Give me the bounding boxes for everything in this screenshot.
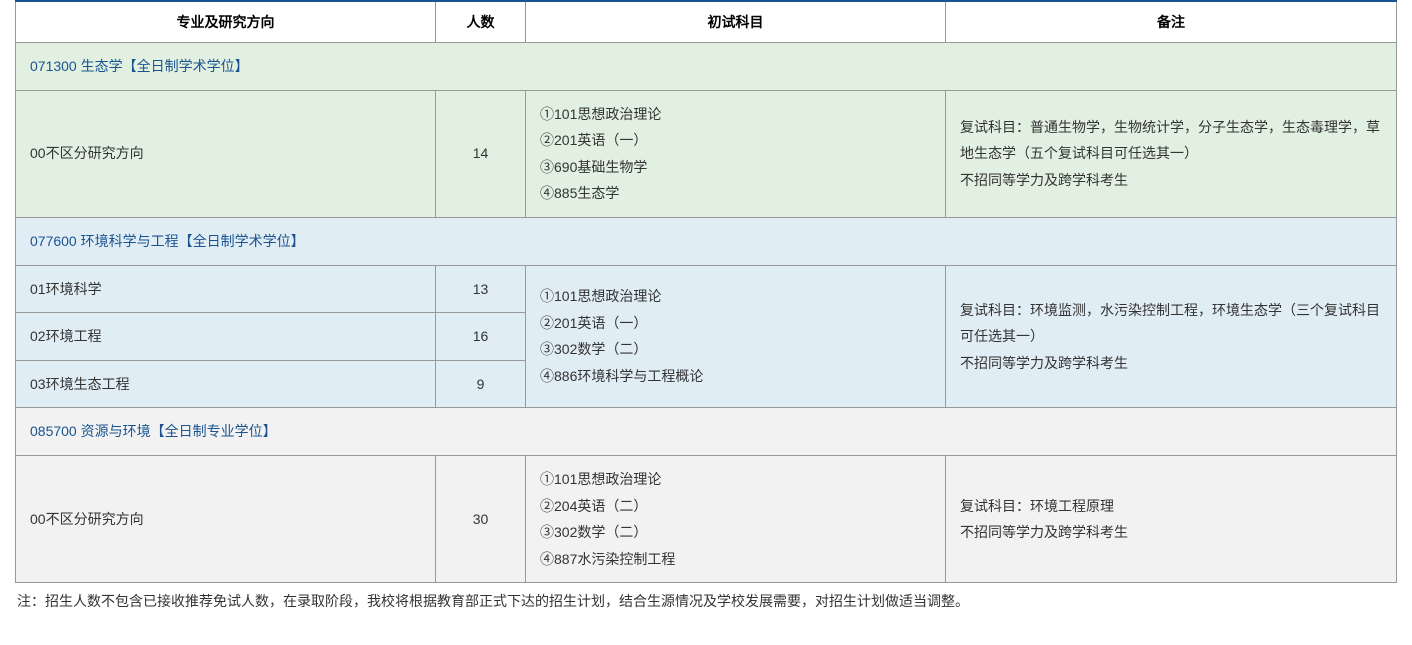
table-row: 00不区分研究方向 14 ①101思想政治理论②201英语（一）③690基础生物… — [16, 90, 1397, 217]
major-cell: 00不区分研究方向 — [16, 455, 436, 582]
header-subject: 初试科目 — [526, 1, 946, 43]
remark-cell: 复试科目：环境监测，水污染控制工程，环境生态学（三个复试科目可任选其一）不招同等… — [946, 265, 1397, 408]
count-cell: 16 — [436, 313, 526, 361]
subject-cell: ①101思想政治理论②201英语（一）③690基础生物学④885生态学 — [526, 90, 946, 217]
subject-cell: ①101思想政治理论②201英语（一）③302数学（二）④886环境科学与工程概… — [526, 265, 946, 408]
count-cell: 9 — [436, 360, 526, 408]
table-row: 00不区分研究方向 30 ①101思想政治理论②204英语（二）③302数学（二… — [16, 455, 1397, 582]
table-row: 01环境科学 13 ①101思想政治理论②201英语（一）③302数学（二）④8… — [16, 265, 1397, 313]
remark-cell: 复试科目：环境工程原理不招同等学力及跨学科考生 — [946, 455, 1397, 582]
section-header-row: 071300 生态学【全日制学术学位】 — [16, 43, 1397, 91]
section-header-text: 071300 生态学【全日制学术学位】 — [16, 43, 1397, 91]
major-cell: 01环境科学 — [16, 265, 436, 313]
header-remark: 备注 — [946, 1, 1397, 43]
header-count: 人数 — [436, 1, 526, 43]
major-cell: 02环境工程 — [16, 313, 436, 361]
remark-cell: 复试科目：普通生物学，生物统计学，分子生态学，生态毒理学，草地生态学（五个复试科… — [946, 90, 1397, 217]
major-cell: 00不区分研究方向 — [16, 90, 436, 217]
section-header-text: 077600 环境科学与工程【全日制学术学位】 — [16, 217, 1397, 265]
section-header-row: 085700 资源与环境【全日制专业学位】 — [16, 408, 1397, 456]
header-major: 专业及研究方向 — [16, 1, 436, 43]
section-header-text: 085700 资源与环境【全日制专业学位】 — [16, 408, 1397, 456]
count-cell: 14 — [436, 90, 526, 217]
admissions-table: 专业及研究方向 人数 初试科目 备注 071300 生态学【全日制学术学位】 0… — [15, 0, 1397, 583]
subject-cell: ①101思想政治理论②204英语（二）③302数学（二）④887水污染控制工程 — [526, 455, 946, 582]
table-header-row: 专业及研究方向 人数 初试科目 备注 — [16, 1, 1397, 43]
footnote-text: 注：招生人数不包含已接收推荐免试人数，在录取阶段，我校将根据教育部正式下达的招生… — [15, 583, 1397, 611]
section-header-row: 077600 环境科学与工程【全日制学术学位】 — [16, 217, 1397, 265]
major-cell: 03环境生态工程 — [16, 360, 436, 408]
count-cell: 30 — [436, 455, 526, 582]
count-cell: 13 — [436, 265, 526, 313]
